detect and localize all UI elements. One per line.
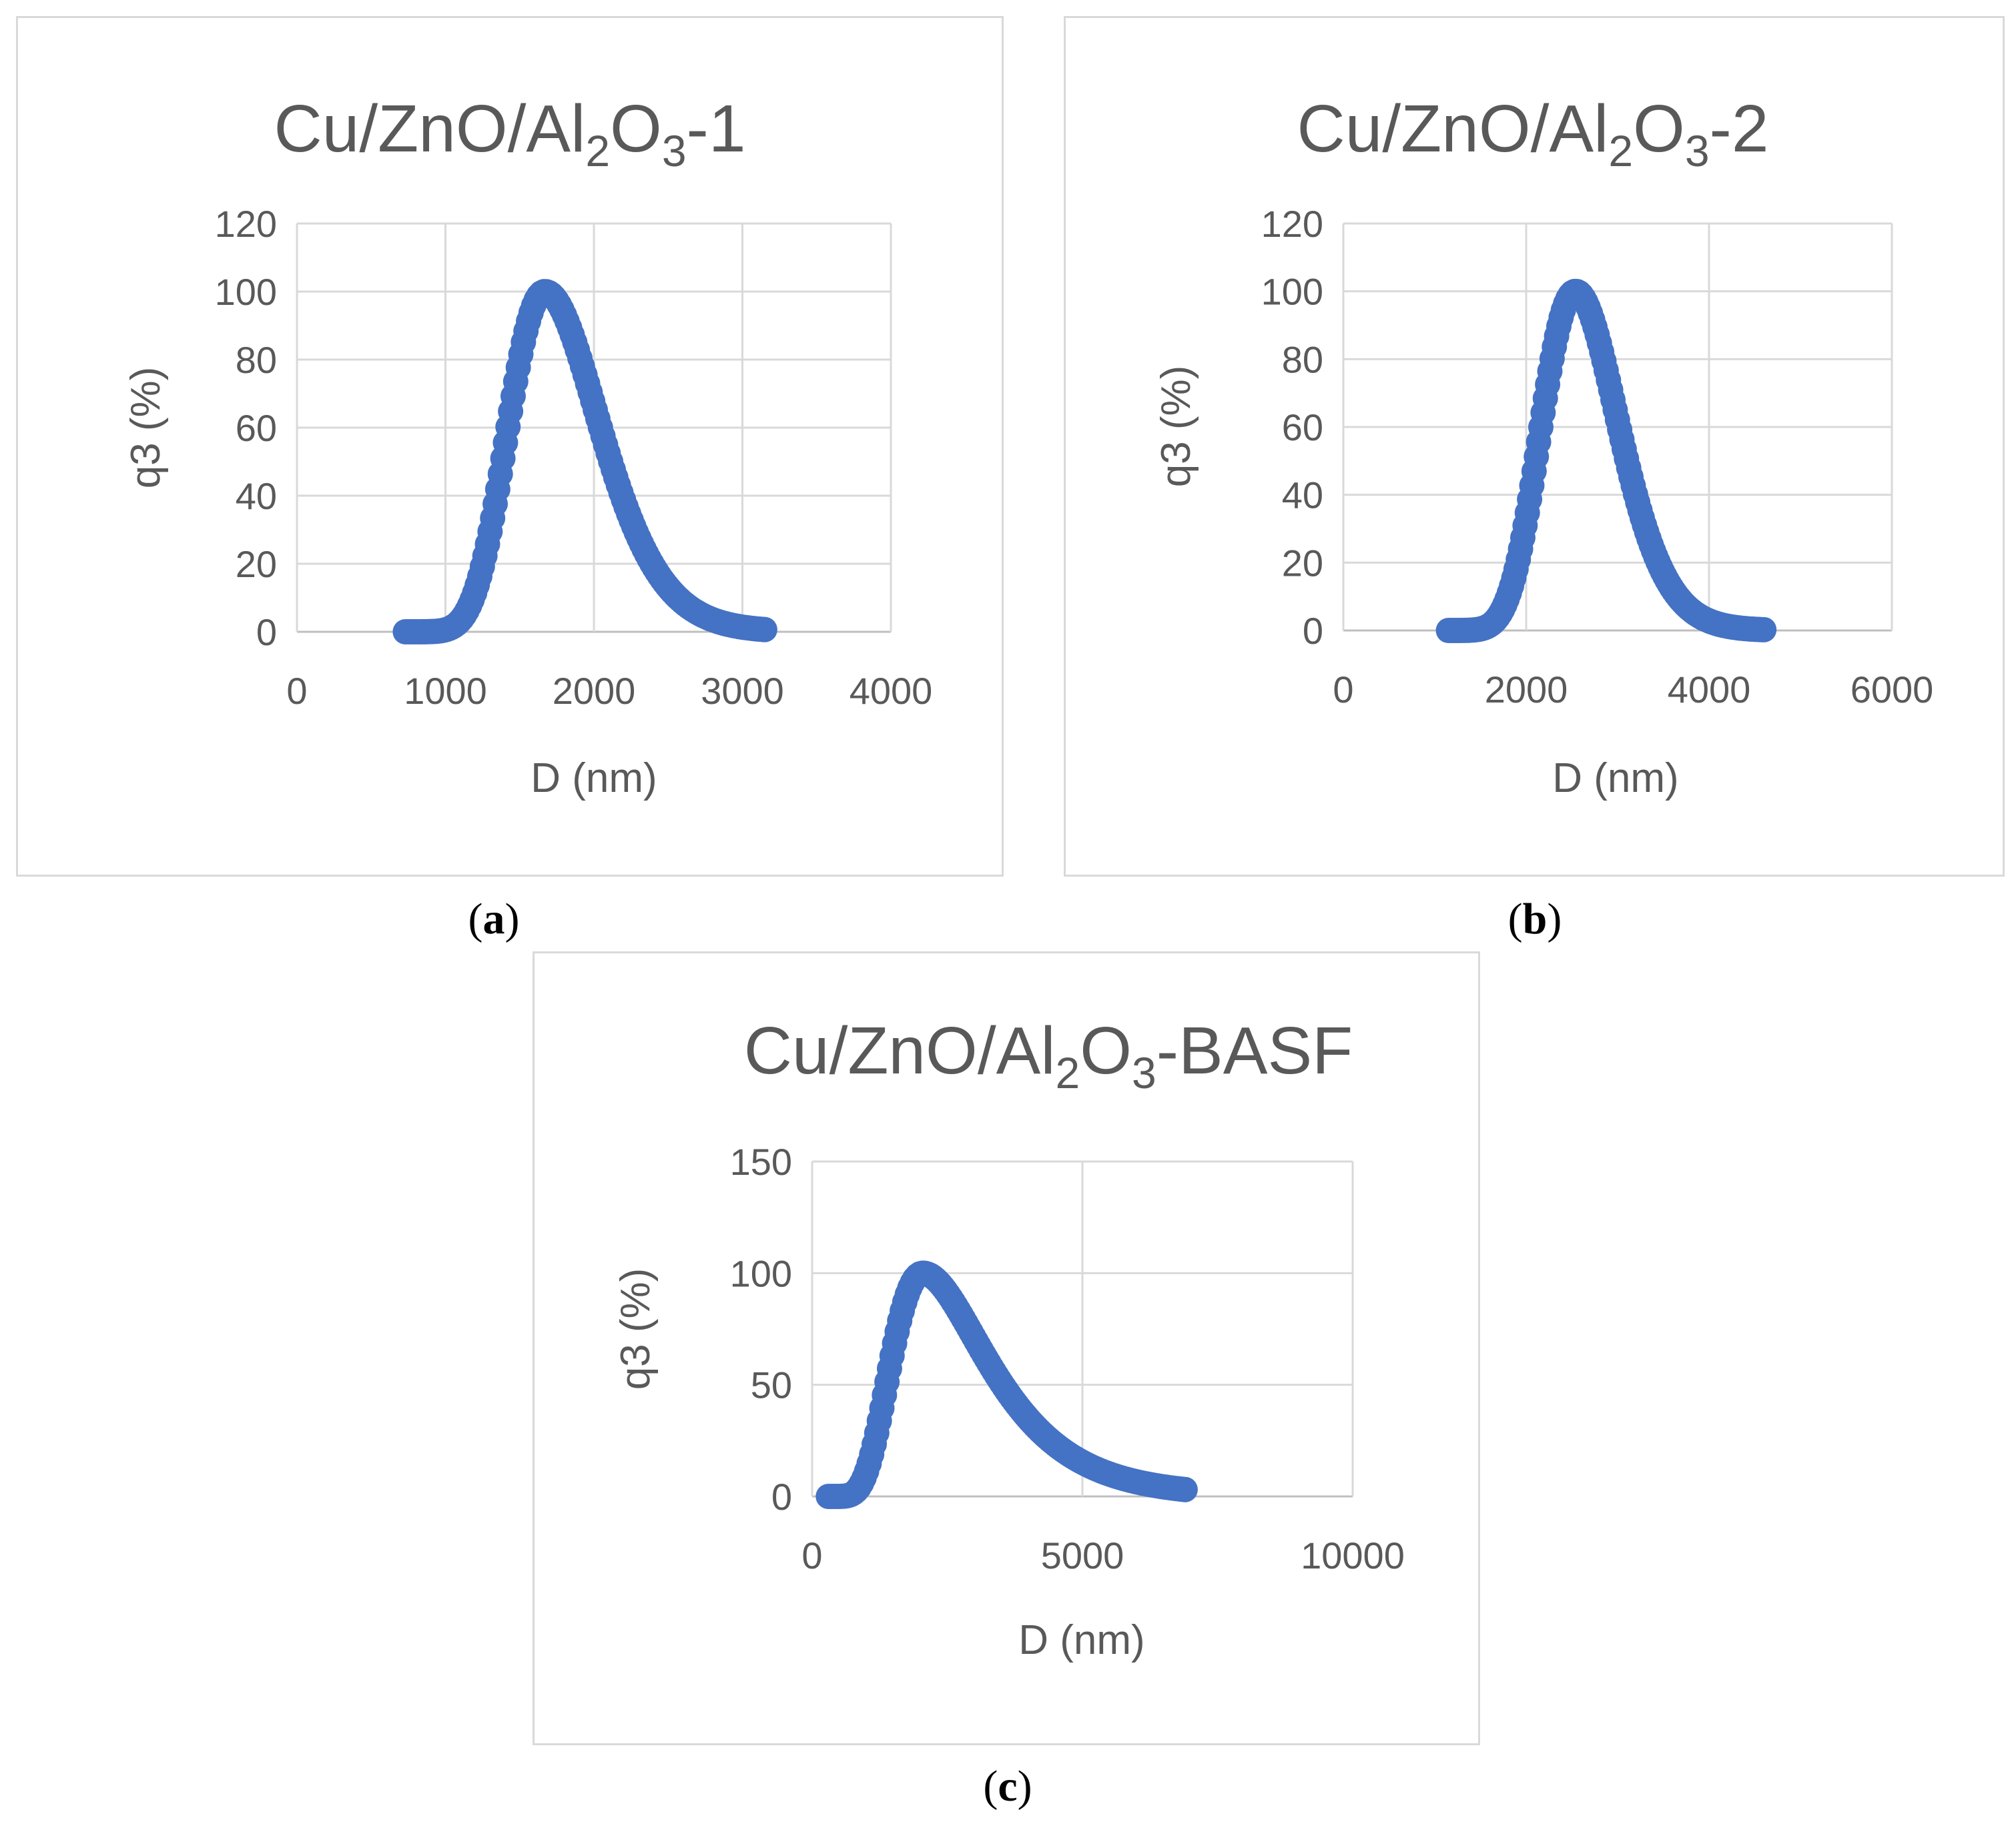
y-tick-label: 80 <box>236 339 277 381</box>
data-point <box>1172 1476 1198 1502</box>
panel-label-c: (c) <box>983 1762 1032 1811</box>
y-tick-label: 60 <box>236 407 277 449</box>
x-axis-label: D (nm) <box>1018 1617 1144 1663</box>
x-tick-label: 2000 <box>553 670 636 712</box>
y-tick-label: 100 <box>1261 271 1323 313</box>
y-axis-label: q3 (%) <box>613 1268 659 1390</box>
y-tick-label: 40 <box>236 475 277 517</box>
y-tick-label: 0 <box>771 1476 792 1518</box>
y-tick-label: 120 <box>215 203 277 245</box>
y-tick-label: 0 <box>256 611 277 653</box>
y-tick-label: 20 <box>1282 542 1323 584</box>
y-tick-label: 20 <box>236 543 277 585</box>
x-tick-label: 6000 <box>1851 668 1934 711</box>
y-axis-label: q3 (%) <box>123 367 169 489</box>
panel-label-b: (b) <box>1507 895 1562 943</box>
x-tick-label: 4000 <box>1668 668 1751 711</box>
chart-panel-c: Cu/ZnO/Al2O3-BASF 0 50 100 150 0 5000 10000 D … <box>533 951 1480 1745</box>
x-tick-label: 0 <box>1333 668 1353 711</box>
y-axis-label: q3 (%) <box>1153 366 1199 488</box>
x-tick-label: 3000 <box>701 670 784 712</box>
chart-title: Cu/ZnO/Al2O3-BASF <box>744 1013 1353 1097</box>
chart-a: Cu/ZnO/Al2O3-1 0 20 40 60 80 100 120 0 1000 2000 3… <box>123 91 933 801</box>
data-point <box>1751 616 1777 642</box>
y-tick-label: 120 <box>1261 203 1323 245</box>
y-tick-label: 100 <box>215 271 277 313</box>
y-tick-label: 60 <box>1282 406 1323 448</box>
x-tick-label: 0 <box>286 670 307 712</box>
chart-panel-a: Cu/ZnO/Al2O3-1 0 20 40 60 80 100 120 0 1000 2000 3… <box>16 16 1004 877</box>
chart-b: Cu/ZnO/Al2O3-2 0 20 40 60 80 100 120 0 2000 4000 6… <box>1153 91 1934 801</box>
y-tick-label: 50 <box>751 1364 792 1406</box>
x-tick-label: 0 <box>801 1534 822 1576</box>
x-tick-label: 4000 <box>850 670 933 712</box>
chart-title: Cu/ZnO/Al2O3-1 <box>274 91 746 175</box>
chart-title: Cu/ZnO/Al2O3-2 <box>1297 91 1769 175</box>
x-axis-label: D (nm) <box>531 755 657 801</box>
y-tick-label: 80 <box>1282 338 1323 380</box>
x-axis-label: D (nm) <box>1552 755 1678 801</box>
panel-label-a: (a) <box>468 895 520 943</box>
x-tick-label: 1000 <box>404 670 487 712</box>
y-tick-label: 40 <box>1282 474 1323 516</box>
y-tick-label: 0 <box>1303 610 1323 652</box>
x-tick-label: 10000 <box>1301 1534 1405 1576</box>
y-tick-label: 150 <box>730 1141 792 1183</box>
x-tick-label: 5000 <box>1041 1534 1124 1576</box>
chart-c: Cu/ZnO/Al2O3-BASF 0 50 100 150 0 5000 10000 D … <box>613 1013 1405 1663</box>
x-tick-label: 2000 <box>1485 668 1568 711</box>
y-tick-label: 100 <box>730 1252 792 1294</box>
chart-panel-b: Cu/ZnO/Al2O3-2 0 20 40 60 80 100 120 0 2000 4000 6… <box>1064 16 2005 877</box>
data-point <box>751 616 777 642</box>
